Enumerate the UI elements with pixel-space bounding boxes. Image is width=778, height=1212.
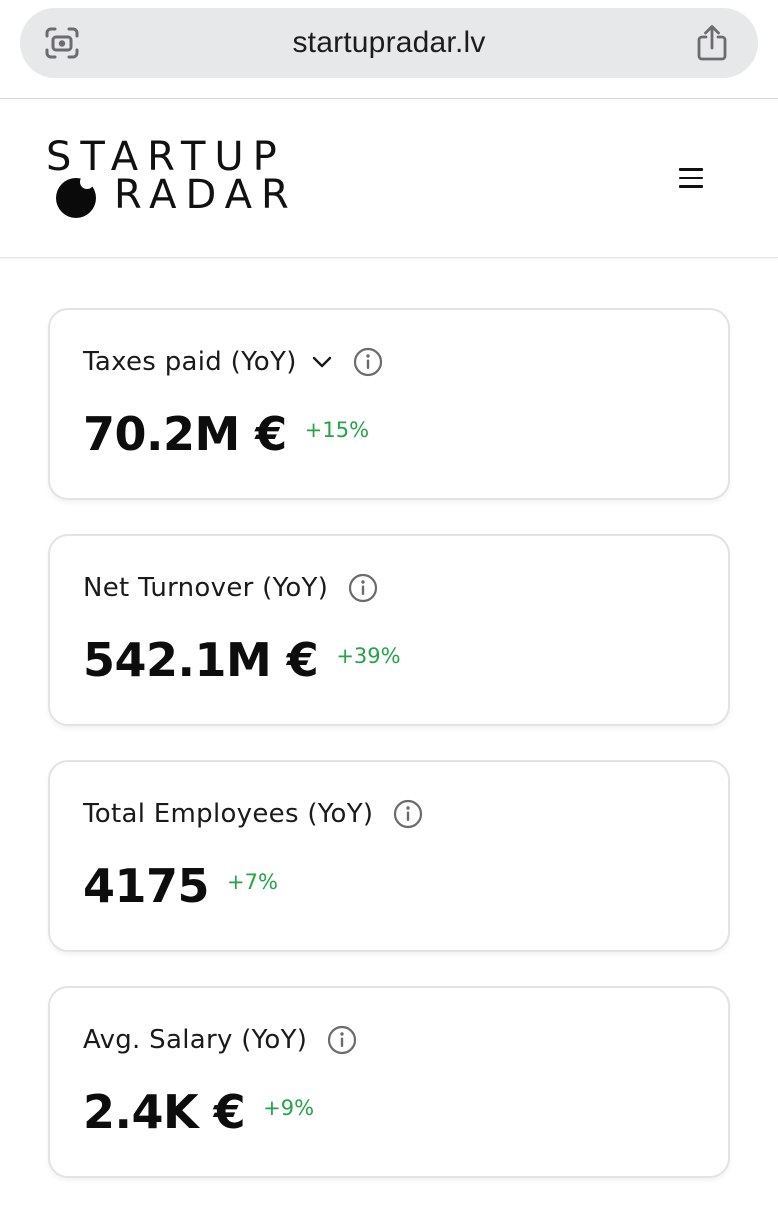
card-title-row: Total Employees (YoY) xyxy=(83,796,423,832)
url-text[interactable]: startupradar.lv xyxy=(292,26,486,59)
card-value-row: 4175 +7% xyxy=(83,860,278,912)
card-value: 542.1M € xyxy=(83,633,319,687)
browser-divider xyxy=(0,98,778,99)
info-icon[interactable] xyxy=(327,1025,357,1055)
camera-scan-icon[interactable] xyxy=(40,21,84,65)
card-title: Net Turnover (YoY) xyxy=(83,573,329,603)
url-pill[interactable]: startupradar.lv xyxy=(20,8,758,78)
info-icon[interactable] xyxy=(393,799,423,829)
info-icon[interactable] xyxy=(348,573,378,603)
logo-text-radar: RADAR xyxy=(114,172,298,218)
card-title-row: Net Turnover (YoY) xyxy=(83,570,378,606)
share-icon[interactable] xyxy=(690,21,734,65)
logo-text-startup: STARTUP xyxy=(46,134,286,180)
startup-radar-logo[interactable]: STARTUP RADAR xyxy=(46,137,316,219)
card-value: 4175 xyxy=(83,859,210,913)
site-header: STARTUP RADAR xyxy=(0,99,778,258)
card-change-badge: +39% xyxy=(336,644,401,668)
card-change-badge: +15% xyxy=(304,418,370,442)
menu-bar xyxy=(679,168,703,171)
card-value-row: 70.2M € +15% xyxy=(83,408,369,460)
chevron-down-icon[interactable] xyxy=(311,351,333,373)
card-title: Taxes paid (YoY) xyxy=(83,347,297,377)
stats-cards: Taxes paid (YoY) 70.2M € +15% Net Turnov… xyxy=(48,308,730,1212)
card-title-row: Avg. Salary (YoY) xyxy=(83,1022,357,1058)
card-value-row: 2.4K € +9% xyxy=(83,1086,314,1138)
menu-bar xyxy=(679,185,703,188)
card-change-badge: +7% xyxy=(227,870,278,894)
stat-card-net-turnover: Net Turnover (YoY) 542.1M € +39% xyxy=(48,534,730,726)
card-value: 70.2M € xyxy=(83,407,287,461)
menu-bar xyxy=(679,176,703,180)
card-title: Avg. Salary (YoY) xyxy=(83,1025,308,1055)
stat-card-avg-salary: Avg. Salary (YoY) 2.4K € +9% xyxy=(48,986,730,1178)
info-icon[interactable] xyxy=(353,347,383,377)
browser-address-bar: startupradar.lv xyxy=(0,0,778,98)
card-change-badge: +9% xyxy=(263,1096,315,1120)
hamburger-menu-icon[interactable] xyxy=(672,159,710,197)
stat-card-total-employees: Total Employees (YoY) 4175 +7% xyxy=(48,760,730,952)
card-value: 2.4K € xyxy=(83,1085,246,1139)
card-title-row: Taxes paid (YoY) xyxy=(83,344,383,380)
stat-card-taxes-paid: Taxes paid (YoY) 70.2M € +15% xyxy=(48,308,730,500)
card-value-row: 542.1M € +39% xyxy=(83,634,401,686)
logo-radar-dot-icon xyxy=(56,175,96,218)
card-title: Total Employees (YoY) xyxy=(83,799,374,829)
